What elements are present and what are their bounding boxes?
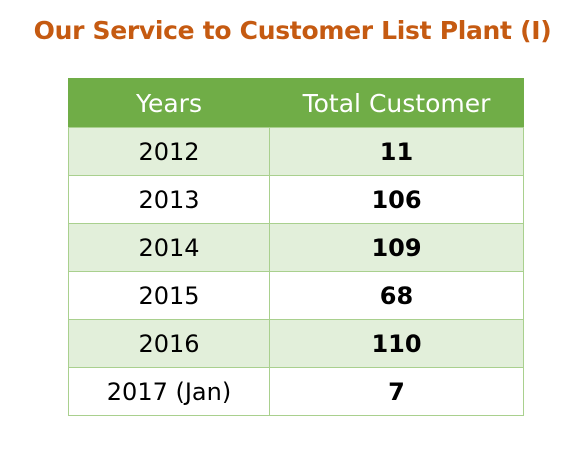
total-customer-cell: 110: [269, 319, 524, 368]
total-customer-cell: 106: [269, 175, 524, 224]
year-cell: 2012: [68, 127, 270, 176]
table-row: 2015 68: [68, 271, 524, 320]
table-row: 2013 106: [68, 175, 524, 224]
customer-table: Years Total Customer 2012 11 2013 106 20…: [68, 78, 524, 416]
table-row: 2016 110: [68, 319, 524, 368]
table-header-row: Years Total Customer: [68, 78, 524, 128]
year-cell: 2013: [68, 175, 270, 224]
total-customer-cell: 68: [269, 271, 524, 320]
header-years: Years: [68, 78, 270, 128]
year-cell: 2015: [68, 271, 270, 320]
table-row: 2014 109: [68, 223, 524, 272]
table-row: 2012 11: [68, 127, 524, 176]
total-customer-cell: 109: [269, 223, 524, 272]
table-row: 2017 (Jan) 7: [68, 367, 524, 416]
year-cell: 2016: [68, 319, 270, 368]
total-customer-cell: 11: [269, 127, 524, 176]
total-customer-cell: 7: [269, 367, 524, 416]
page-title: Our Service to Customer List Plant (I): [33, 16, 552, 45]
year-cell: 2017 (Jan): [68, 367, 270, 416]
year-cell: 2014: [68, 223, 270, 272]
header-total-customer: Total Customer: [269, 78, 524, 128]
